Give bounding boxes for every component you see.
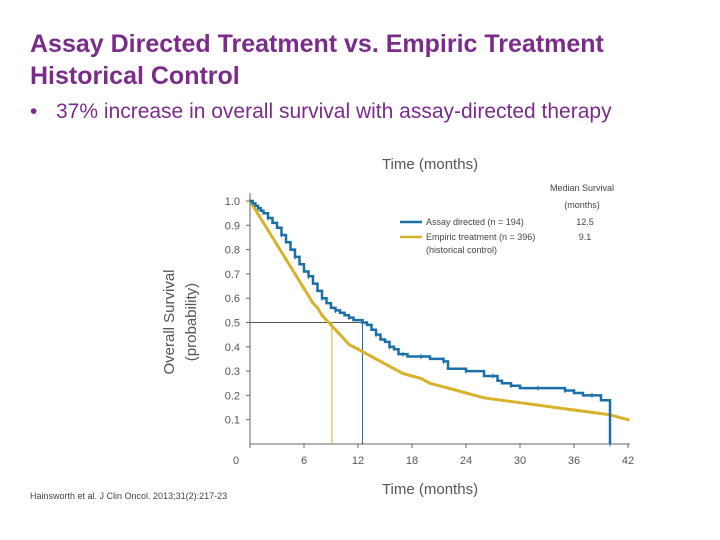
legend-label-empiric: Empiric treatment (n = 396)	[426, 232, 535, 242]
y-tick-label: 0.1	[225, 415, 240, 427]
series-line-assay	[250, 199, 612, 444]
series-point-empiric	[275, 243, 279, 247]
y-tick-label: 0.8	[225, 245, 240, 257]
y-tick-label: 0.5	[225, 318, 240, 330]
legend-median-assay: 12.5	[576, 217, 594, 227]
y-axis-title: Overall Survival (probability)	[161, 269, 200, 374]
series-line-empiric	[248, 200, 629, 422]
series-point-empiric	[338, 333, 342, 337]
y-tick-label: 0.3	[225, 366, 240, 378]
series-point-empiric	[347, 342, 351, 346]
series-point-empiric	[500, 398, 504, 402]
series-point-empiric	[284, 257, 288, 261]
legend-header-line2: (months)	[564, 200, 600, 210]
slide-title: Assay Directed Treatment vs. Empiric Tre…	[30, 28, 700, 92]
y-tick-label: 0.7	[225, 269, 240, 281]
series-point-empiric	[329, 323, 333, 327]
y-tick-label: 0.2	[225, 390, 240, 402]
x-tick-label: 36	[568, 455, 580, 467]
legend-label-empiric-line2: (historical control)	[426, 245, 497, 255]
y-tick-label: 0.6	[225, 293, 240, 305]
series-point-empiric	[410, 374, 414, 378]
series-point-empiric	[428, 381, 432, 385]
x-tick-label: 18	[406, 455, 418, 467]
x-tick-label: 42	[622, 455, 634, 467]
legend-median-empiric: 9.1	[579, 232, 592, 242]
y-tick-label: 0.9	[225, 220, 240, 232]
slide-title-line2: Historical Control	[30, 62, 240, 90]
source-citation: Hainsworth et al. J Clin Oncol. 2013;31(…	[30, 491, 228, 501]
legend-header-line1: Median Survival	[550, 183, 614, 193]
y-axis-title-line2: (probability)	[183, 283, 200, 361]
series-point-empiric	[320, 313, 324, 317]
chart-title: Time (months)	[382, 156, 478, 173]
slide-title-line1: Assay Directed Treatment vs. Empiric Tre…	[30, 30, 604, 58]
series-point-empiric	[536, 403, 540, 407]
x-tick-label: 0	[233, 455, 239, 467]
legend-label-assay: Assay directed (n = 194)	[426, 217, 524, 227]
series-point-empiric	[374, 357, 378, 361]
x-tick-label: 30	[514, 455, 526, 467]
x-tick-label: 6	[301, 455, 307, 467]
series-point-empiric	[356, 347, 360, 351]
legend: Median Survival (months) Assay directed …	[400, 183, 614, 255]
bullet-text: 37% increase in overall survival with as…	[56, 100, 612, 123]
series-point-empiric	[257, 213, 261, 218]
plot-area: 0.1 0.2 0.3 0.4 0.5 0.6 0.7 0.8 0.9 1.0 0 6 12 18 24 30…	[225, 193, 634, 467]
series-point-empiric	[626, 418, 630, 422]
series-point-empiric	[311, 301, 315, 305]
series-point-empiric	[392, 367, 396, 371]
series-point-empiric	[446, 386, 450, 390]
y-tick-label: 1.0	[225, 196, 240, 208]
x-tick-label: 12	[352, 455, 364, 467]
y-axis-title-line1: Overall Survival	[161, 269, 178, 374]
bullet-dot: •	[30, 100, 38, 123]
series-point-empiric	[572, 408, 576, 412]
series-point-empiric	[302, 286, 306, 291]
series-point-empiric	[464, 391, 468, 395]
x-tick-label: 24	[460, 455, 472, 467]
x-axis-title: Time (months)	[382, 481, 478, 498]
y-tick-label: 0.4	[225, 342, 240, 354]
series-point-empiric	[293, 272, 297, 276]
series-point-empiric	[266, 228, 270, 232]
